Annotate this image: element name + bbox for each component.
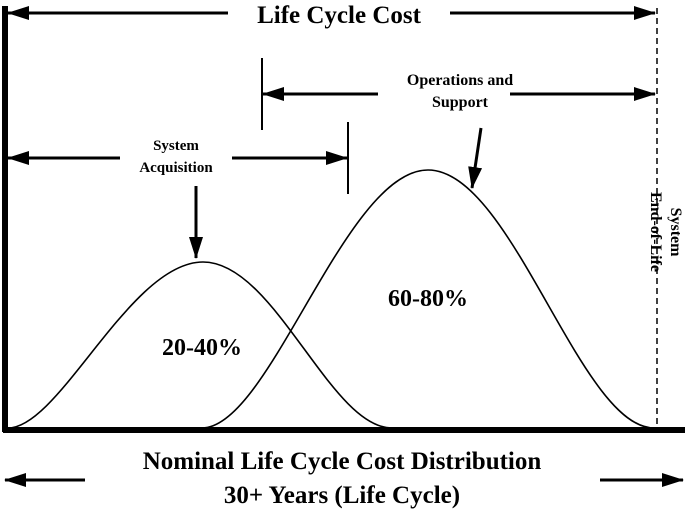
- acquisition-share-label: 20-40%: [162, 335, 242, 361]
- acquisition-label-line2: Acquisition: [139, 160, 213, 176]
- operations-label-line1: Operations and: [407, 72, 513, 89]
- operations-support-cost-curve: [201, 169, 655, 429]
- acquisition-label-line1: System: [153, 138, 199, 154]
- title-label: Life Cycle Cost: [257, 2, 422, 29]
- footer-line2: 30+ Years (Life Cycle): [224, 482, 460, 509]
- operations-label-line2: Support: [432, 94, 489, 111]
- operations-share-label: 60-80%: [388, 286, 468, 312]
- footer-line1: Nominal Life Cycle Cost Distribution: [143, 448, 542, 475]
- operations-pointer-arrow: [468, 127, 483, 189]
- acquisition-cost-curve: [7, 261, 393, 429]
- end-of-life-label-line1: System: [667, 208, 684, 258]
- end-of-life-label-line2: End-of-Life: [647, 192, 664, 272]
